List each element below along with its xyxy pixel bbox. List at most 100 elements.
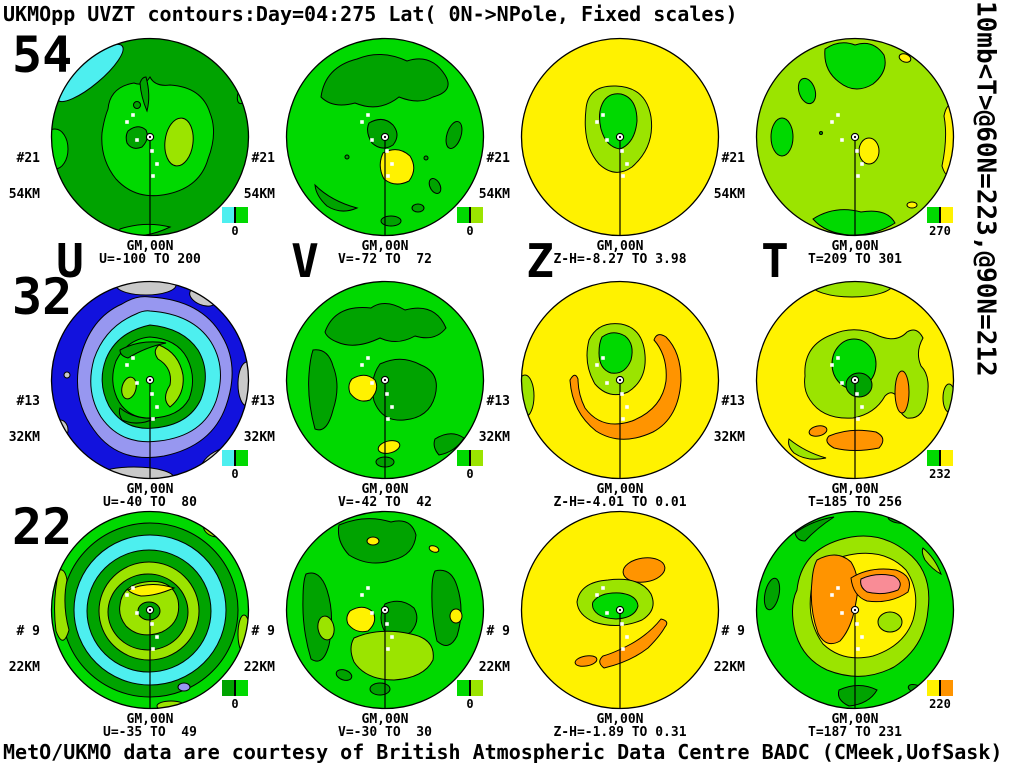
panel-z-54: #21 54KM GM,00N Z-H=-8.27 TO 3.98 (479, 37, 720, 267)
record-annotation: # 9 22KM (0, 602, 40, 698)
value-range-label: V=-42 TO 42 (338, 495, 432, 510)
record-height: 32KM (713, 430, 745, 445)
colorbar-label: 232 (929, 467, 951, 481)
value-range-label: T=209 TO 301 (808, 252, 902, 267)
colorbar-left-swatch (222, 680, 236, 696)
record-annotation: #13 32KM (683, 372, 745, 468)
meridian-label: GM,00N (596, 482, 644, 497)
colorbar-left-swatch (927, 680, 941, 696)
row-label-54km: 54 (12, 26, 73, 84)
pole-overlay (595, 586, 629, 708)
colorbar-left-swatch (457, 680, 471, 696)
colorbar-left-swatch (222, 450, 236, 466)
pole-overlay (830, 356, 864, 478)
value-range-label: Z-H=-4.01 TO 0.01 (553, 495, 687, 510)
colorbar-right-swatch (471, 680, 483, 696)
meridian-label: GM,00N (361, 482, 409, 497)
meridian-label: GM,00N (831, 482, 879, 497)
column-label-t: T (761, 234, 789, 288)
record-annotation: #21 54KM (683, 129, 745, 225)
colorbar-left-swatch (927, 450, 941, 466)
record-number: #13 (16, 394, 40, 409)
pole-overlay (595, 113, 629, 235)
colorbar (222, 207, 248, 223)
right-margin-note: 10mb<T>@60N=223,@90N=212 (970, 1, 1001, 377)
colorbar-label: 220 (929, 697, 951, 711)
record-height: 32KM (243, 430, 275, 445)
value-range-label: V=-30 TO 30 (338, 725, 432, 740)
record-height: 22KM (713, 660, 745, 675)
value-range-label: T=185 TO 256 (808, 495, 902, 510)
colorbar (927, 450, 953, 466)
colorbar-label: 0 (231, 467, 239, 481)
colorbar-right-swatch (236, 450, 248, 466)
colorbar-right-swatch (236, 207, 248, 223)
record-height: 22KM (8, 660, 40, 675)
record-number: #21 (721, 151, 745, 166)
meridian-label: GM,00N (361, 239, 409, 254)
colorbar-label: 0 (231, 224, 239, 238)
record-annotation: #21 54KM (0, 129, 40, 225)
meridian-label: GM,00N (126, 482, 174, 497)
colorbar-right-swatch (236, 680, 248, 696)
colorbar-label: 0 (466, 697, 474, 711)
colorbar-left-swatch (927, 207, 941, 223)
colorbar (457, 680, 483, 696)
meridian-label: GM,00N (831, 712, 879, 727)
meridian-label: GM,00N (831, 239, 879, 254)
colorbar-label: 0 (466, 224, 474, 238)
record-number: #21 (486, 151, 510, 166)
record-number: # 9 (16, 624, 40, 639)
record-number: #21 (16, 151, 40, 166)
record-number: #13 (721, 394, 745, 409)
contour-plot-z-54 (520, 37, 720, 237)
meridian-label: GM,00N (361, 712, 409, 727)
row-label-32km: 32 (12, 268, 73, 326)
pole-overlay (360, 586, 394, 708)
value-range-label: Z-H=-8.27 TO 3.98 (553, 252, 687, 267)
record-number: # 9 (721, 624, 745, 639)
record-height: 54KM (243, 187, 275, 202)
panel-u-32: #13 32KM GM,00N U=-40 TO 80 0 (9, 280, 250, 510)
colorbar (457, 450, 483, 466)
record-number: # 9 (486, 624, 510, 639)
meridian-label: GM,00N (126, 712, 174, 727)
record-annotation: #13 32KM (0, 372, 40, 468)
colorbar-right-swatch (941, 450, 953, 466)
contour-plot-u-22 (50, 510, 250, 710)
contour-plot-u-54 (50, 37, 250, 237)
record-annotation: #13 32KM (448, 372, 510, 468)
value-range-label: V=-72 TO 72 (338, 252, 432, 267)
panel-v-22: # 9 22KM GM,00N V=-30 TO 30 0 (244, 510, 485, 740)
contour-plot-u-32 (50, 280, 250, 480)
credit-footer: MetO/UKMO data are courtesy of British A… (3, 740, 1003, 764)
record-height: 54KM (713, 187, 745, 202)
page-title: UKMOpp UVZT contours:Day=04:275 Lat( 0N-… (3, 2, 738, 26)
colorbar (222, 450, 248, 466)
value-range-label: Z-H=-1.89 TO 0.31 (553, 725, 687, 740)
colorbar-label: 270 (929, 224, 951, 238)
colorbar-label: 0 (231, 697, 239, 711)
panel-u-22: # 9 22KM GM,00N U=-35 TO 49 0 (9, 510, 250, 740)
contour-plot-t-32 (755, 280, 955, 480)
panel-z-22: # 9 22KM GM,00N Z-H=-1.89 TO 0.31 (479, 510, 720, 740)
pole-overlay (830, 113, 864, 235)
record-height: 22KM (243, 660, 275, 675)
contour-plot-t-22 (755, 510, 955, 710)
colorbar-left-swatch (457, 450, 471, 466)
record-annotation: # 9 22KM (683, 602, 745, 698)
pole-overlay (125, 586, 159, 708)
colorbar-right-swatch (941, 207, 953, 223)
pole-overlay (125, 356, 159, 478)
panel-t-22: # 9 22KM GM,00N T=187 TO 231 220 (714, 510, 955, 740)
meridian-label: GM,00N (596, 239, 644, 254)
pole-overlay (830, 586, 864, 708)
contour-plot-v-22 (285, 510, 485, 710)
record-annotation: #13 32KM (213, 372, 275, 468)
column-label-u: U (56, 234, 84, 288)
colorbar-left-swatch (222, 207, 236, 223)
column-label-z: Z (526, 234, 554, 288)
record-height: 54KM (8, 187, 40, 202)
panel-t-54: #21 54KM GM,00N T=209 TO 301 270 (714, 37, 955, 267)
